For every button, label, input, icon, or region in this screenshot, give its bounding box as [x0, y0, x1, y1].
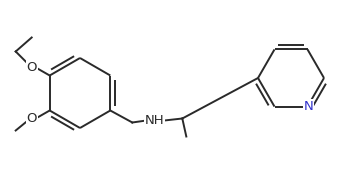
Text: NH: NH — [144, 114, 164, 127]
Text: N: N — [304, 100, 313, 113]
Text: O: O — [26, 112, 37, 125]
Text: O: O — [26, 61, 37, 74]
